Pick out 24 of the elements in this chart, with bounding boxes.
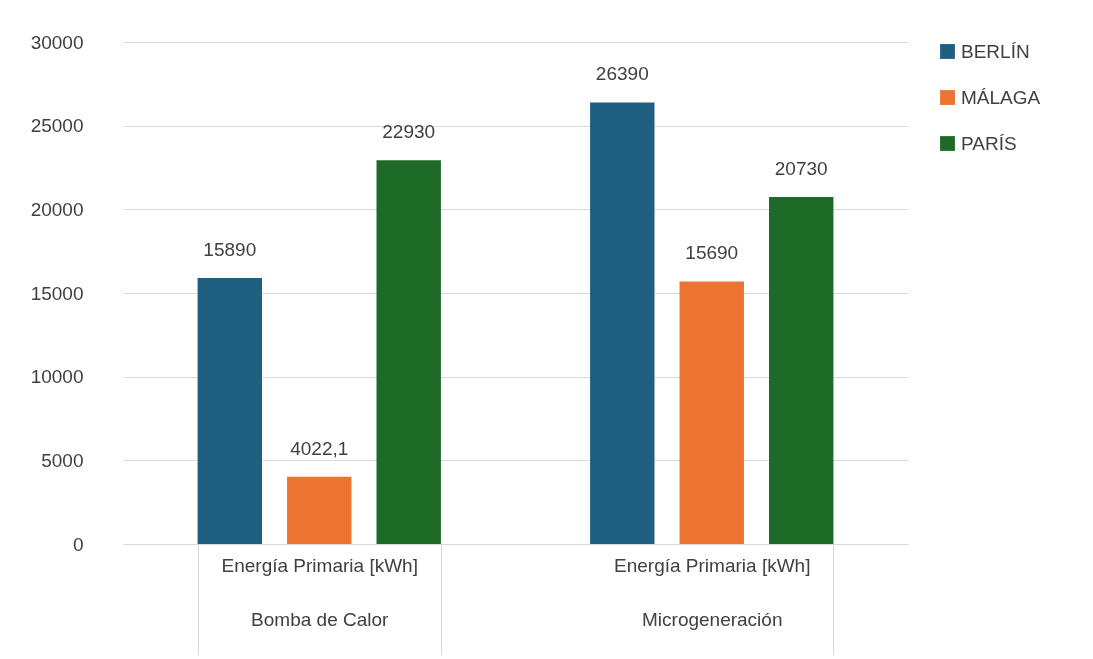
y-tick-label: 30000 bbox=[30, 31, 84, 53]
data-label: 4022,1 bbox=[290, 437, 349, 459]
category-label: Energía Primaria [kWh] Microgeneración bbox=[614, 554, 811, 630]
bar bbox=[287, 476, 352, 544]
y-tick-label: 20000 bbox=[30, 198, 84, 220]
y-tick-label: 0 bbox=[72, 533, 84, 555]
bar bbox=[197, 278, 262, 544]
bar bbox=[769, 197, 834, 544]
data-label: 26390 bbox=[595, 63, 649, 85]
y-tick-label: 10000 bbox=[30, 366, 84, 388]
y-tick-label: 15000 bbox=[30, 282, 84, 304]
y-tick-label: 5000 bbox=[41, 449, 84, 471]
legend-label: PARÍS bbox=[961, 132, 1017, 154]
y-tick-label: 25000 bbox=[30, 115, 84, 137]
bar bbox=[376, 160, 441, 544]
data-label: 20730 bbox=[774, 158, 828, 180]
legend-label: BERLÍN bbox=[961, 40, 1030, 62]
data-label: 15890 bbox=[203, 239, 257, 261]
bar bbox=[679, 281, 744, 544]
legend-label: MÁLAGA bbox=[961, 86, 1041, 108]
bar bbox=[590, 102, 655, 544]
data-label: 22930 bbox=[382, 121, 436, 143]
data-label: 15690 bbox=[685, 242, 739, 264]
category-label: Energía Primaria [kWh] Bomba de Calor bbox=[221, 554, 418, 630]
